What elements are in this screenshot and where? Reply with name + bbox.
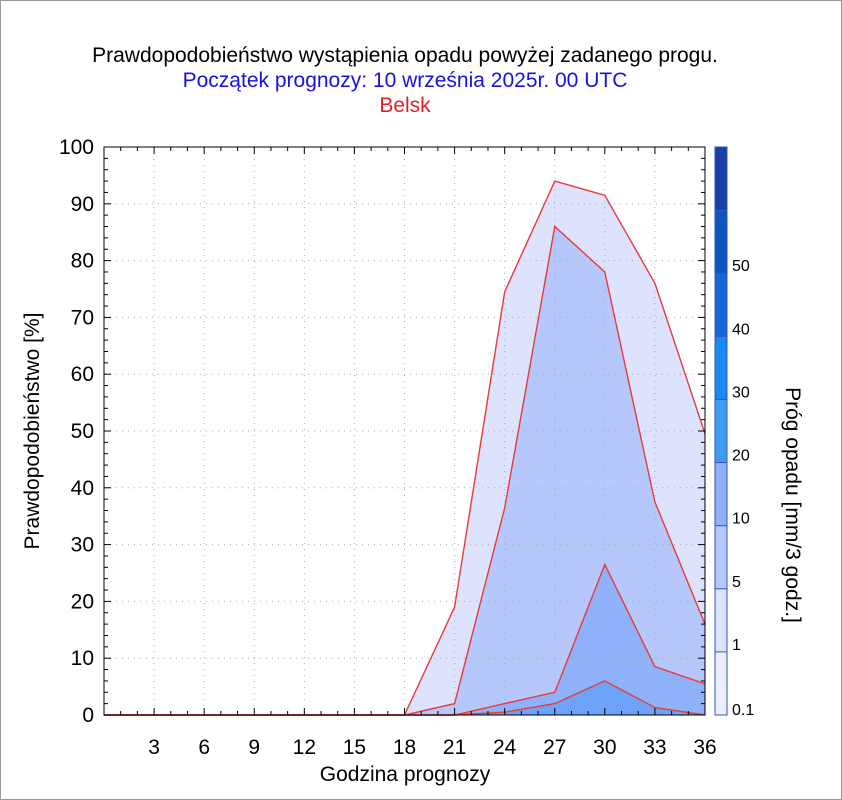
chart-subtitle: Początek prognozy: 10 września 2025r. 00…	[183, 69, 628, 92]
colorbar-level-label-5: 30	[732, 384, 750, 401]
y-tick-label-7: 70	[71, 306, 94, 329]
colorbar-level-label-3: 10	[732, 511, 750, 528]
colorbar-level-label-0: 0.1	[732, 702, 754, 719]
y-tick-label-6: 60	[71, 363, 94, 386]
x-tick-label-10: 33	[643, 736, 666, 759]
colorbar-segment-7	[715, 210, 727, 274]
y-tick-label-2: 20	[71, 590, 94, 613]
area-threshold-2	[104, 226, 705, 715]
y-tick-label-0: 0	[82, 704, 94, 727]
x-tick-label-2: 9	[248, 736, 260, 759]
x-tick-label-7: 24	[493, 736, 517, 759]
colorbar-segment-4	[715, 399, 727, 463]
colorbar-segment-6	[715, 273, 727, 337]
colorbar-level-label-2: 5	[732, 574, 741, 591]
y-axis-label: Prawdopodobieństwo [%]	[21, 313, 44, 550]
y-tick-label-1: 10	[71, 647, 94, 670]
x-tick-label-4: 15	[343, 736, 366, 759]
colorbar-segment-8	[715, 147, 727, 211]
x-tick-label-5: 18	[393, 736, 416, 759]
colorbar-segment-3	[715, 462, 727, 526]
x-tick-label-8: 27	[543, 736, 566, 759]
colorbar-level-label-4: 20	[732, 448, 750, 465]
colorbar-segment-2	[715, 525, 727, 589]
colorbar-level-label-6: 40	[732, 321, 750, 338]
x-tick-label-1: 6	[198, 736, 210, 759]
area-threshold-3	[104, 564, 705, 715]
x-tick-label-11: 36	[693, 736, 716, 759]
y-tick-label-10: 100	[59, 136, 94, 159]
grid-lines	[104, 147, 705, 715]
x-tick-label-6: 21	[443, 736, 466, 759]
x-tick-label-9: 30	[593, 736, 616, 759]
y-tick-label-4: 40	[71, 477, 94, 500]
y-tick-labels: 0 10 20 30 40 50 60 70 80 90 100	[59, 136, 94, 727]
colorbar-border	[714, 146, 728, 716]
area-threshold-4	[104, 680, 705, 715]
x-axis-label: Godzina prognozy	[320, 763, 491, 786]
location-label: Belsk	[379, 94, 431, 117]
colorbar-segment-5	[715, 336, 727, 400]
colorbar-segment-0	[715, 651, 727, 715]
x-tick-label-3: 12	[293, 736, 316, 759]
x-tick-label-0: 3	[148, 736, 160, 759]
y-tick-label-5: 50	[71, 420, 94, 443]
x-tick-labels: 3 6 9 12 15 18 21 24 27 30 33 36	[148, 736, 716, 759]
probability-areas	[104, 181, 705, 716]
axis-ticks	[103, 146, 706, 716]
chart-title: Prawdopodobieństwo wystąpienia opadu pow…	[92, 44, 718, 67]
y-tick-label-3: 30	[71, 534, 94, 557]
colorbar-segment-1	[715, 588, 727, 652]
colorbar-label: Próg opadu [mm/3 godz.]	[781, 387, 804, 623]
y-tick-label-8: 80	[71, 250, 94, 273]
threshold-colorbar: 0.1 1 5 10 20 30 40 50	[714, 146, 754, 719]
colorbar-level-label-1: 1	[732, 637, 741, 654]
y-tick-label-9: 90	[71, 193, 94, 216]
colorbar-level-label-7: 50	[732, 258, 750, 275]
plot-area-border	[103, 146, 706, 716]
